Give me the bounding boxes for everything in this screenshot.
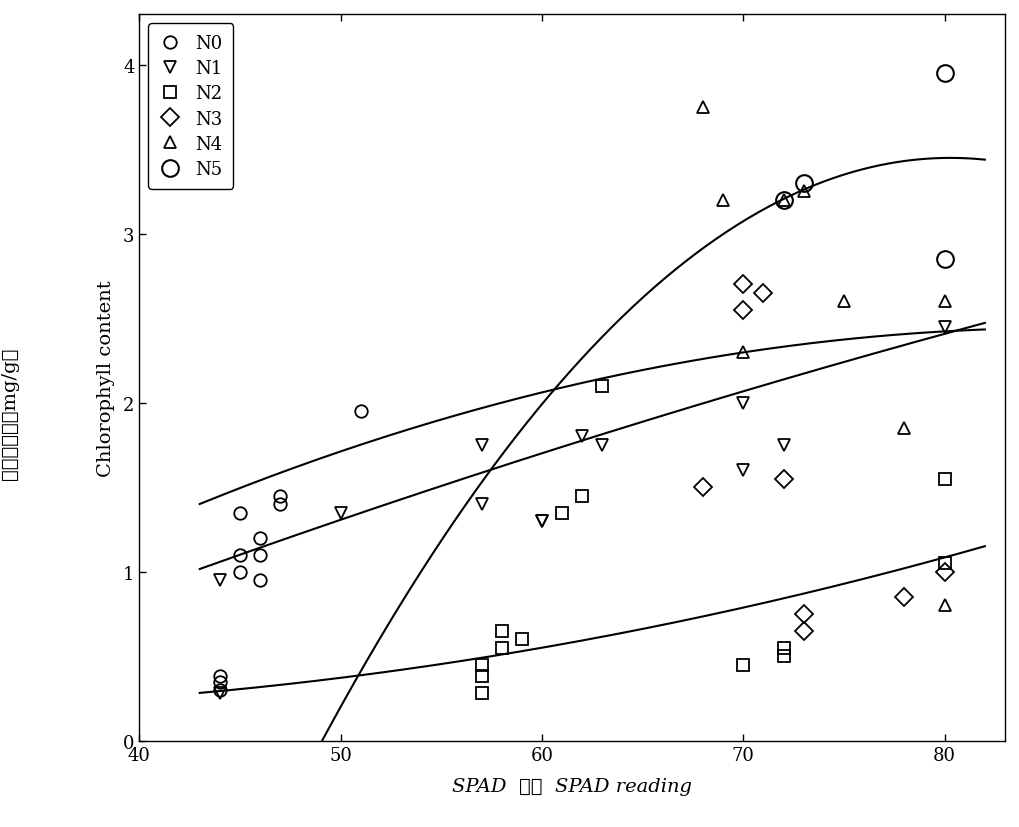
N1 [214, 689, 226, 699]
Y-axis label: Chlorophyll content: Chlorophyll content [97, 280, 114, 476]
N5 [776, 196, 789, 206]
N3 [898, 592, 910, 602]
N3 [696, 483, 708, 493]
N0 [233, 508, 246, 518]
N0 [355, 407, 367, 417]
N1 [535, 516, 547, 526]
N3 [737, 280, 749, 290]
Line: N1: N1 [213, 321, 950, 700]
N0 [274, 491, 286, 501]
N5 [937, 255, 950, 265]
Y-axis label: 叶绳素含量（mg/g）: 叶绳素含量（mg/g） [0, 312, 18, 444]
N5 [797, 179, 809, 189]
N0 [233, 567, 246, 577]
N1 [475, 441, 487, 451]
N2 [776, 643, 789, 653]
N2 [475, 660, 487, 670]
N2 [475, 689, 487, 699]
N0 [254, 576, 266, 586]
N2 [776, 652, 789, 662]
N4 [937, 600, 950, 610]
N1 [214, 576, 226, 586]
N2 [576, 491, 588, 501]
N5 [937, 69, 950, 79]
N1 [737, 466, 749, 476]
N0 [214, 686, 226, 696]
N1 [576, 432, 588, 442]
N2 [596, 381, 608, 391]
N1 [937, 323, 950, 332]
Line: N2: N2 [475, 380, 950, 700]
N1 [776, 441, 789, 451]
N0 [254, 550, 266, 560]
N2 [737, 660, 749, 670]
N2 [495, 643, 507, 653]
N2 [555, 508, 568, 518]
N4 [837, 297, 849, 307]
N3 [797, 609, 809, 619]
N3 [756, 289, 768, 299]
N0 [233, 550, 246, 560]
N0 [214, 676, 226, 686]
N2 [937, 474, 950, 484]
N1 [737, 399, 749, 409]
N2 [475, 672, 487, 681]
N1 [535, 516, 547, 526]
N0 [274, 500, 286, 509]
N3 [937, 567, 950, 577]
Line: N4: N4 [696, 102, 950, 612]
N4 [898, 423, 910, 433]
Line: N0: N0 [213, 405, 367, 696]
N2 [937, 558, 950, 568]
N0 [214, 672, 226, 681]
N2 [516, 634, 528, 644]
Line: N3: N3 [696, 279, 950, 638]
N2 [495, 626, 507, 636]
Text: 叶绳素含量（mg/g）: 叶绳素含量（mg/g） [1, 347, 19, 480]
N1 [475, 500, 487, 509]
N1 [334, 508, 346, 518]
X-axis label: SPAD  读数  SPAD reading: SPAD 读数 SPAD reading [451, 777, 692, 796]
N4 [797, 187, 809, 197]
N3 [776, 474, 789, 484]
N4 [737, 347, 749, 357]
N0 [254, 533, 266, 543]
N3 [737, 305, 749, 315]
Line: N5: N5 [774, 65, 952, 268]
N4 [716, 196, 729, 206]
N3 [797, 626, 809, 636]
N4 [776, 196, 789, 206]
N1 [596, 441, 608, 451]
N4 [937, 297, 950, 307]
N4 [696, 103, 708, 112]
Legend: N0, N1, N2, N3, N4, N5: N0, N1, N2, N3, N4, N5 [148, 24, 233, 189]
